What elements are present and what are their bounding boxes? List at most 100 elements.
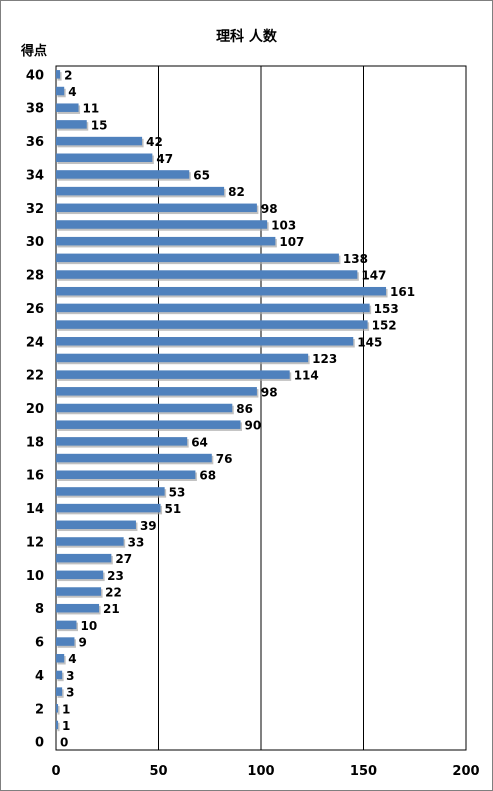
bar-22: [56, 370, 290, 379]
y-tick-label-40: 40: [26, 68, 44, 83]
bar-14: [56, 503, 161, 513]
y-tick-label-6: 6: [35, 636, 44, 651]
y-tick-label-32: 32: [26, 202, 44, 217]
data-label-39: 4: [68, 85, 76, 99]
bar-30: [56, 236, 276, 246]
bar-11: [56, 553, 112, 563]
bar-32: [56, 203, 257, 213]
y-tick-label-2: 2: [35, 702, 44, 717]
data-label-14: 51: [165, 502, 182, 516]
data-label-5: 4: [68, 652, 76, 666]
data-label-18: 64: [191, 435, 208, 449]
data-label-17: 76: [216, 452, 233, 466]
data-label-1: 1: [62, 719, 70, 733]
bar-6: [56, 637, 75, 646]
y-tick-label-14: 14: [26, 502, 44, 517]
chart-title: 理科 人数: [216, 29, 277, 45]
data-label-37: 15: [91, 118, 108, 132]
bar-19: [56, 420, 241, 429]
bar-9: [56, 587, 102, 596]
y-tick-label-16: 16: [26, 469, 44, 484]
data-label-22: 114: [294, 369, 319, 383]
bar-23: [56, 353, 309, 363]
data-label-38: 11: [83, 102, 100, 116]
data-label-16: 68: [199, 469, 216, 483]
data-label-31: 103: [271, 218, 296, 232]
x-tick-label-50: 50: [149, 764, 167, 779]
data-label-29: 138: [343, 252, 368, 266]
data-label-2: 1: [62, 702, 70, 716]
data-label-23: 123: [312, 352, 337, 366]
y-tick-label-20: 20: [26, 402, 44, 417]
bar-26: [56, 303, 370, 313]
bar-shadow-1: [57, 722, 60, 732]
bar-shadow-2: [57, 706, 60, 715]
data-label-0: 0: [60, 736, 68, 750]
y-tick-label-36: 36: [26, 135, 44, 150]
bar-35: [56, 153, 153, 163]
y-tick-label-34: 34: [26, 168, 44, 183]
y-tick-label-38: 38: [26, 102, 44, 117]
data-label-6: 9: [78, 636, 86, 650]
data-label-3: 3: [66, 686, 74, 700]
x-tick-label-150: 150: [350, 764, 377, 779]
bar-21: [56, 387, 257, 396]
y-tick-label-30: 30: [26, 235, 44, 250]
bar-1: [56, 720, 59, 730]
bar-5: [56, 653, 65, 663]
bar-4: [56, 670, 63, 680]
data-label-8: 21: [103, 602, 120, 616]
bar-20: [56, 403, 233, 413]
data-label-30: 107: [279, 235, 304, 249]
data-label-11: 27: [115, 552, 132, 566]
bar-17: [56, 453, 212, 463]
data-label-28: 147: [361, 269, 386, 283]
bar-2: [56, 704, 59, 713]
bar-29: [56, 253, 339, 263]
bar-39: [56, 86, 65, 96]
y-tick-label-10: 10: [26, 569, 44, 584]
data-label-26: 153: [374, 302, 399, 316]
y-tick-label-22: 22: [26, 369, 44, 384]
data-label-35: 47: [156, 152, 173, 166]
bar-16: [56, 470, 196, 479]
data-label-13: 39: [140, 519, 157, 533]
data-label-19: 90: [245, 419, 262, 433]
y-tick-label-24: 24: [26, 335, 44, 350]
data-label-33: 82: [228, 185, 245, 199]
bar-36: [56, 136, 143, 146]
data-label-10: 23: [107, 569, 124, 583]
bar-25: [56, 320, 368, 329]
bar-15: [56, 487, 165, 496]
bar-18: [56, 437, 188, 446]
bar-8: [56, 603, 100, 613]
data-label-20: 86: [236, 402, 253, 416]
data-label-9: 22: [105, 586, 122, 600]
data-label-7: 10: [81, 619, 98, 633]
data-label-32: 98: [261, 202, 278, 216]
data-label-25: 152: [372, 319, 397, 333]
y-tick-label-28: 28: [26, 269, 44, 284]
data-label-12: 33: [128, 535, 145, 549]
y-tick-label-8: 8: [35, 602, 44, 617]
bar-38: [56, 103, 79, 112]
data-label-24: 145: [357, 335, 382, 349]
bar-37: [56, 120, 87, 129]
data-label-21: 98: [261, 385, 278, 399]
bar-7: [56, 620, 77, 630]
data-label-40: 2: [64, 68, 72, 82]
bar-12: [56, 537, 124, 546]
bar-31: [56, 220, 268, 229]
bar-34: [56, 170, 190, 179]
y-tick-label-18: 18: [26, 435, 44, 450]
bar-27: [56, 286, 387, 296]
data-label-15: 53: [169, 485, 186, 499]
x-tick-label-100: 100: [247, 764, 274, 779]
bar-3: [56, 687, 63, 696]
bar-28: [56, 270, 358, 279]
y-axis-label: 得点: [21, 44, 48, 59]
bar-40: [56, 70, 61, 79]
bar-10: [56, 570, 104, 580]
y-tick-label-0: 0: [35, 736, 44, 751]
